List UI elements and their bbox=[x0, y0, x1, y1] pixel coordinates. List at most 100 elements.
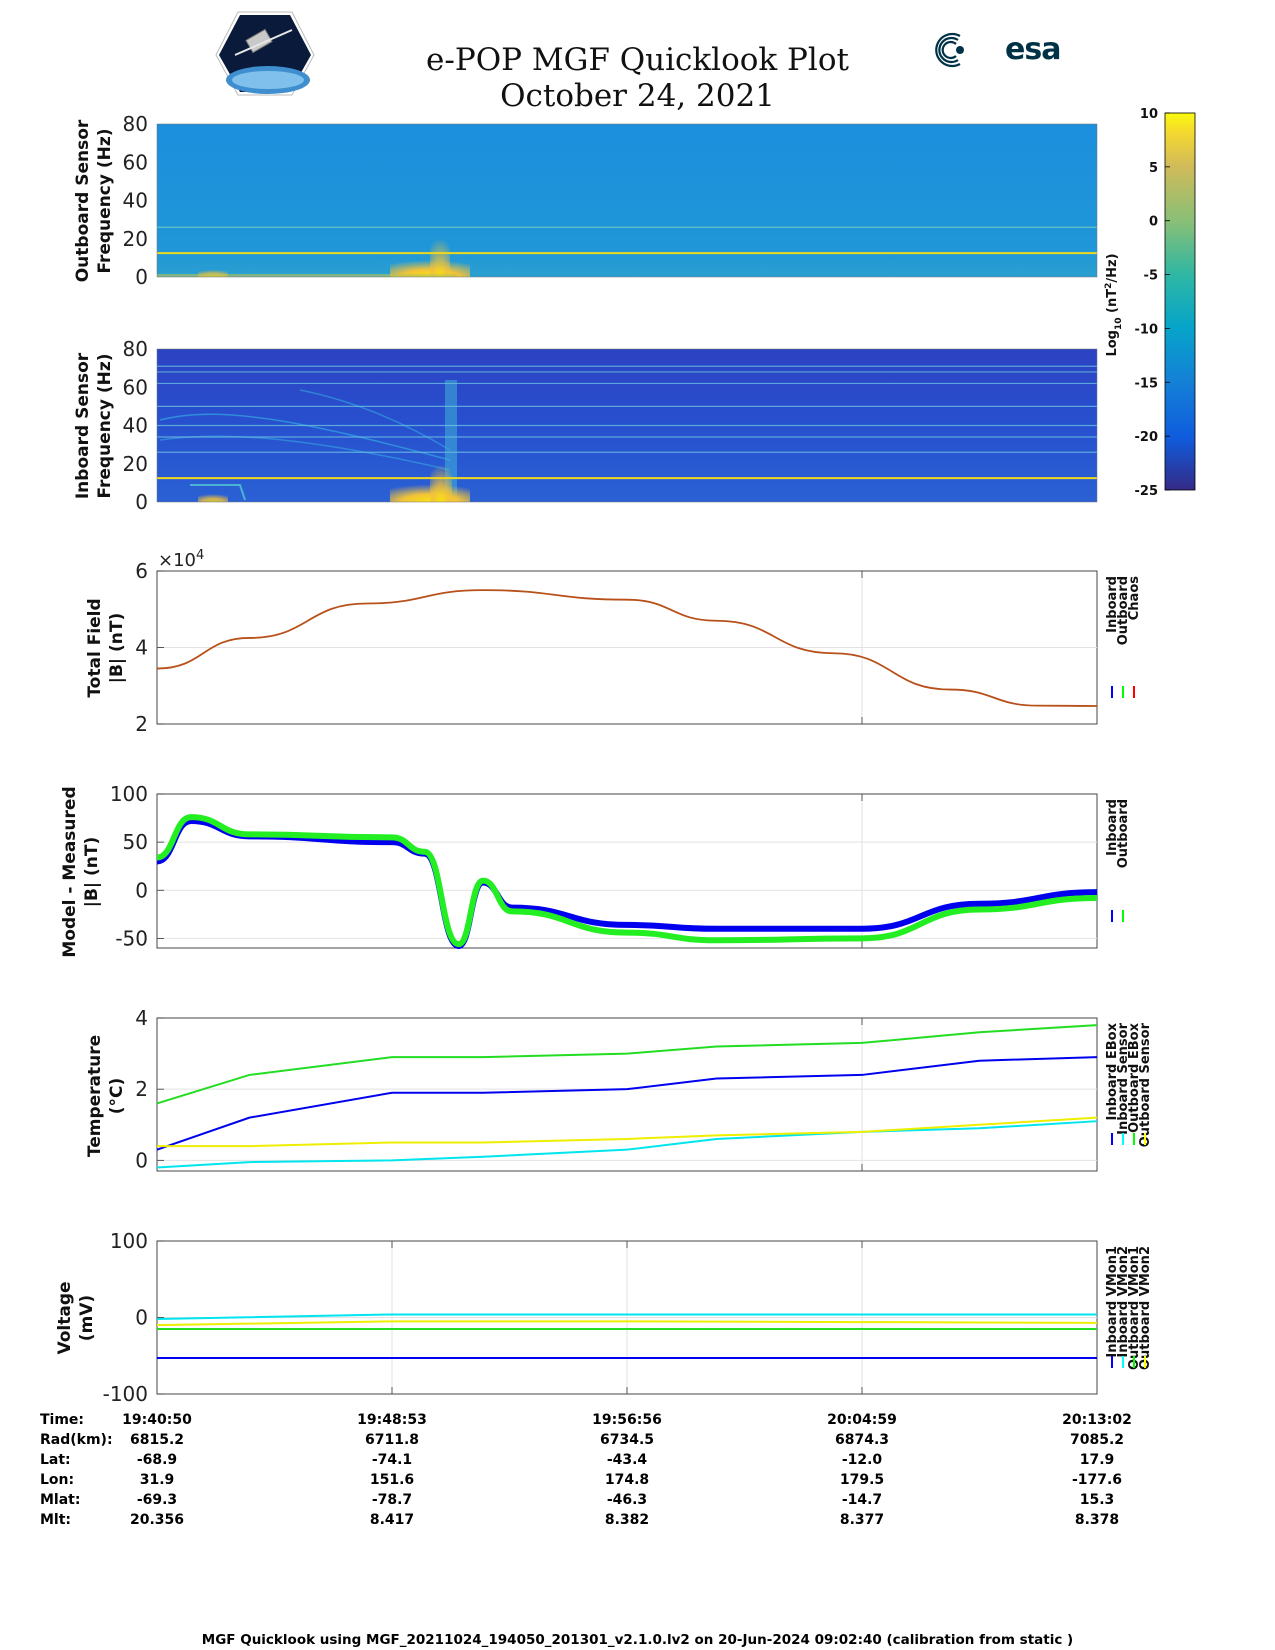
ephemeris-cell: -14.7 bbox=[841, 1492, 883, 1508]
ephemeris-cell: 8.378 bbox=[1074, 1512, 1120, 1528]
ephemeris-cell: 179.5 bbox=[839, 1472, 885, 1488]
series-line bbox=[156, 1120, 1098, 1169]
cassiope-logo bbox=[215, 11, 315, 96]
y-tick-label: 0 bbox=[135, 265, 148, 289]
y-tick-label: 40 bbox=[123, 414, 148, 438]
y-axis-labels: Outboard Sensor Frequency (Hz) Inboard S… bbox=[55, 119, 127, 1354]
legend-label: Chaos bbox=[1127, 576, 1142, 620]
colorbar-tick-label: -20 bbox=[1135, 430, 1159, 445]
esa-logo bbox=[930, 30, 972, 74]
y-tick-label: 20 bbox=[123, 227, 148, 251]
ephemeris-cell: 6815.2 bbox=[129, 1432, 185, 1448]
y-tick-label: 0 bbox=[135, 878, 148, 902]
series-line bbox=[156, 1024, 1098, 1105]
legend-label: Inboard VMon1 bbox=[1105, 1246, 1120, 1358]
colorbar-label: Log10 (nT2/Hz) bbox=[1104, 253, 1124, 356]
y-tick-label: 60 bbox=[123, 375, 148, 399]
footer-caption: MGF Quicklook using MGF_20211024_194050_… bbox=[201, 1632, 1074, 1648]
legend-label: Inboard VMon2 bbox=[1116, 1246, 1131, 1358]
ephemeris-cell: 6874.3 bbox=[834, 1432, 890, 1448]
y-tick-label: 0 bbox=[135, 1306, 148, 1330]
plot-area bbox=[156, 1017, 1098, 1172]
ephemeris-cell: -78.7 bbox=[371, 1492, 413, 1508]
ephemeris-cell: 20:04:59 bbox=[827, 1412, 897, 1428]
inboard-spectrogram: 0 20 40 60 80 bbox=[123, 337, 1098, 514]
ephemeris-row-label: Mlt: bbox=[40, 1512, 72, 1528]
y-tick-label: -100 bbox=[103, 1382, 148, 1406]
outboard-spectrogram: 0 20 40 60 80 bbox=[123, 112, 1098, 289]
legend-label: Inboard Sensor bbox=[1116, 1022, 1131, 1134]
ephemeris-row-label: Time: bbox=[40, 1412, 85, 1428]
legend-label: Outboard bbox=[1116, 799, 1131, 868]
ephemeris-cell: 19:40:50 bbox=[122, 1412, 192, 1428]
inboard-ylabel2: Frequency (Hz) bbox=[95, 353, 115, 498]
ephemeris-cell: -68.9 bbox=[136, 1452, 178, 1468]
colorbar-tick-label: 5 bbox=[1149, 161, 1158, 176]
inboard-y-ticks: 0 20 40 60 80 bbox=[123, 337, 148, 514]
outboard-ylabel1: Outboard Sensor bbox=[73, 119, 93, 282]
outboard-y-ticks: 0 20 40 60 80 bbox=[123, 112, 148, 289]
voltage-ylabel2: (mV) bbox=[77, 1295, 97, 1341]
ephemeris-cell: 8.417 bbox=[369, 1512, 415, 1528]
ephemeris-row-label: Lat: bbox=[40, 1452, 71, 1468]
y-tick-label: -50 bbox=[115, 926, 148, 950]
model-ylabel1: Model - Measured bbox=[60, 786, 80, 957]
temperature-ylabel2: (°C) bbox=[107, 1078, 127, 1115]
y-tick-label: 80 bbox=[123, 337, 148, 361]
y-tick-label: 40 bbox=[123, 189, 148, 213]
y-tick-label: 100 bbox=[110, 1229, 148, 1253]
voltage-ylabel1: Voltage bbox=[55, 1281, 75, 1354]
esa-swirl-icon bbox=[935, 32, 964, 68]
y-tick-label: 2 bbox=[135, 712, 148, 736]
y-tick-label: 100 bbox=[110, 782, 148, 806]
ephemeris-cell: 8.382 bbox=[604, 1512, 650, 1528]
ephemeris-row-label: Lon: bbox=[40, 1472, 75, 1488]
series-line bbox=[156, 589, 1098, 707]
inboard-ylabel1: Inboard Sensor bbox=[73, 352, 93, 499]
ephemeris-cell: 15.3 bbox=[1079, 1492, 1115, 1508]
ephemeris-cell: 6711.8 bbox=[364, 1432, 420, 1448]
model-ylabel2: |B| (nT) bbox=[82, 837, 102, 908]
colorbar-tick-label: 10 bbox=[1140, 107, 1158, 122]
esa-logo-text: esa bbox=[1005, 32, 1061, 67]
ephemeris-cell: 20.356 bbox=[129, 1512, 185, 1528]
plot-title: e-POP MGF Quicklook Plot bbox=[426, 42, 849, 78]
outboard-line-features bbox=[157, 226, 1097, 255]
y-tick-label: 4 bbox=[135, 1006, 148, 1030]
ephemeris-cell: -46.3 bbox=[606, 1492, 648, 1508]
legend-label: Inboard bbox=[1105, 576, 1120, 633]
ephemeris-cell: -69.3 bbox=[136, 1492, 178, 1508]
outboard-ylabel2: Frequency (Hz) bbox=[95, 128, 115, 273]
inboard-line-features bbox=[157, 365, 1097, 480]
ephemeris-cell: 174.8 bbox=[604, 1472, 650, 1488]
total-field-exponent: ×104 bbox=[158, 548, 204, 572]
colorbar: 10 5 0 -5 -10 -15 -20 -25 bbox=[1135, 107, 1196, 499]
series-line bbox=[156, 1320, 1098, 1327]
colorbar-tick-label: -25 bbox=[1135, 484, 1159, 499]
colorbar-tick-label: -10 bbox=[1135, 322, 1159, 337]
legend-label: Outboard bbox=[1116, 576, 1131, 645]
y-tick-label: 6 bbox=[135, 559, 148, 583]
ephemeris-cell: 17.9 bbox=[1079, 1452, 1115, 1468]
y-tick-label: 0 bbox=[135, 490, 148, 514]
ephemeris-cell: 31.9 bbox=[139, 1472, 175, 1488]
y-tick-label: 20 bbox=[123, 452, 148, 476]
ephemeris-cell: -12.0 bbox=[841, 1452, 883, 1468]
ephemeris-cell: 19:48:53 bbox=[357, 1412, 427, 1428]
legend-label: Outboard Sensor bbox=[1138, 1022, 1153, 1147]
legend-label: Outboard VMon2 bbox=[1138, 1246, 1153, 1370]
ephemeris-cell: -74.1 bbox=[371, 1452, 413, 1468]
colorbar-ticks: 10 5 0 -5 -10 -15 -20 -25 bbox=[1135, 107, 1170, 499]
series-line bbox=[156, 1313, 1097, 1321]
ephemeris-cell: 20:13:02 bbox=[1062, 1412, 1132, 1428]
ephemeris-cell: 151.6 bbox=[369, 1472, 415, 1488]
y-tick-label: 60 bbox=[123, 150, 148, 174]
plot-date: October 24, 2021 bbox=[500, 78, 775, 114]
ephemeris-cell: 6734.5 bbox=[599, 1432, 655, 1448]
legend-label: Inboard bbox=[1105, 799, 1120, 856]
y-tick-label: 80 bbox=[123, 112, 148, 136]
ephemeris-cell: -43.4 bbox=[606, 1452, 648, 1468]
